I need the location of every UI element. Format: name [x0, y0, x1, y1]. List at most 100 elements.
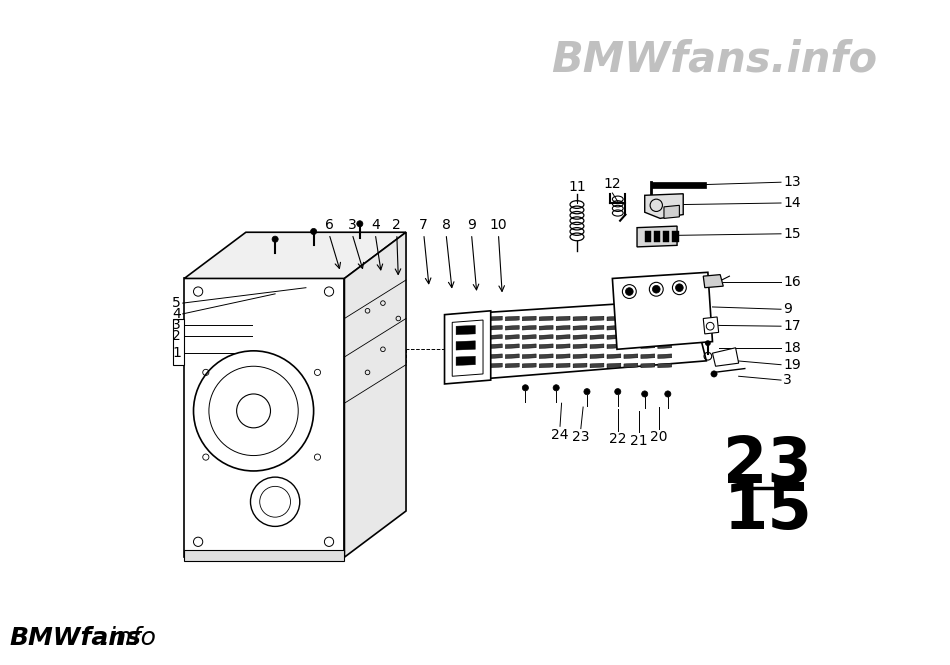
Polygon shape — [488, 316, 503, 321]
Polygon shape — [651, 182, 707, 188]
Text: 13: 13 — [784, 175, 801, 190]
Polygon shape — [607, 334, 621, 339]
Circle shape — [675, 284, 683, 291]
Text: 23: 23 — [724, 434, 812, 496]
Polygon shape — [452, 299, 707, 380]
Polygon shape — [712, 348, 739, 366]
Text: 18: 18 — [784, 340, 801, 354]
Text: 4: 4 — [173, 307, 181, 321]
Circle shape — [311, 228, 316, 235]
Polygon shape — [540, 316, 553, 321]
Polygon shape — [657, 325, 672, 330]
Polygon shape — [624, 325, 637, 330]
Polygon shape — [573, 334, 587, 339]
Polygon shape — [522, 325, 536, 330]
Bar — [673, 231, 678, 242]
Polygon shape — [624, 354, 637, 358]
Text: 11: 11 — [568, 180, 586, 194]
Polygon shape — [590, 363, 604, 368]
Text: 9: 9 — [467, 218, 476, 232]
Polygon shape — [590, 334, 604, 339]
Text: 17: 17 — [784, 319, 801, 333]
Polygon shape — [624, 363, 637, 368]
Circle shape — [357, 221, 363, 227]
Polygon shape — [471, 325, 485, 330]
Polygon shape — [471, 344, 485, 348]
Polygon shape — [624, 344, 637, 348]
Circle shape — [625, 288, 634, 295]
Text: 15: 15 — [724, 480, 812, 542]
Polygon shape — [556, 334, 570, 339]
Polygon shape — [522, 334, 536, 339]
Polygon shape — [445, 311, 491, 384]
Polygon shape — [613, 272, 712, 349]
Polygon shape — [607, 344, 621, 348]
Polygon shape — [556, 325, 570, 330]
Polygon shape — [573, 354, 587, 358]
Polygon shape — [607, 325, 621, 330]
Polygon shape — [488, 363, 503, 368]
Polygon shape — [505, 363, 520, 368]
Polygon shape — [641, 316, 655, 321]
Polygon shape — [703, 275, 723, 288]
Polygon shape — [184, 549, 345, 561]
Polygon shape — [607, 316, 621, 321]
Polygon shape — [637, 226, 677, 247]
Circle shape — [641, 391, 648, 397]
Circle shape — [584, 388, 590, 395]
Text: 3: 3 — [173, 318, 181, 332]
Polygon shape — [556, 344, 570, 348]
Text: 9: 9 — [784, 303, 792, 317]
Polygon shape — [540, 344, 553, 348]
Text: 8: 8 — [442, 218, 450, 232]
Text: 12: 12 — [603, 178, 621, 192]
Polygon shape — [573, 325, 587, 330]
Polygon shape — [641, 363, 655, 368]
Polygon shape — [505, 316, 520, 321]
Bar — [663, 231, 670, 242]
Polygon shape — [624, 316, 637, 321]
Circle shape — [272, 236, 278, 242]
Polygon shape — [471, 334, 485, 339]
Polygon shape — [488, 325, 503, 330]
Polygon shape — [641, 344, 655, 348]
Polygon shape — [471, 363, 485, 368]
Circle shape — [711, 371, 717, 377]
Polygon shape — [590, 325, 604, 330]
Circle shape — [706, 341, 711, 345]
Polygon shape — [522, 354, 536, 358]
Polygon shape — [657, 354, 672, 358]
Polygon shape — [174, 319, 184, 364]
Text: 6: 6 — [325, 218, 333, 232]
Polygon shape — [505, 354, 520, 358]
Polygon shape — [590, 316, 604, 321]
Polygon shape — [657, 344, 672, 348]
Circle shape — [553, 385, 560, 391]
Polygon shape — [540, 354, 553, 358]
Text: 14: 14 — [784, 196, 801, 210]
Polygon shape — [345, 232, 406, 557]
Bar — [645, 231, 651, 242]
Polygon shape — [641, 334, 655, 339]
Text: 22: 22 — [609, 432, 627, 446]
Polygon shape — [664, 205, 679, 218]
Circle shape — [522, 385, 528, 391]
Polygon shape — [488, 334, 503, 339]
Text: 3: 3 — [784, 373, 792, 387]
Polygon shape — [590, 344, 604, 348]
Polygon shape — [573, 316, 587, 321]
Polygon shape — [456, 325, 475, 334]
Polygon shape — [556, 354, 570, 358]
Polygon shape — [488, 354, 503, 358]
Polygon shape — [573, 344, 587, 348]
Text: 24: 24 — [551, 428, 569, 442]
Polygon shape — [540, 363, 553, 368]
Circle shape — [665, 391, 671, 397]
Polygon shape — [624, 334, 637, 339]
Polygon shape — [556, 316, 570, 321]
Text: 2: 2 — [392, 218, 401, 232]
Polygon shape — [641, 325, 655, 330]
Text: 4: 4 — [370, 218, 380, 232]
Polygon shape — [607, 363, 621, 368]
Text: 20: 20 — [650, 430, 667, 444]
